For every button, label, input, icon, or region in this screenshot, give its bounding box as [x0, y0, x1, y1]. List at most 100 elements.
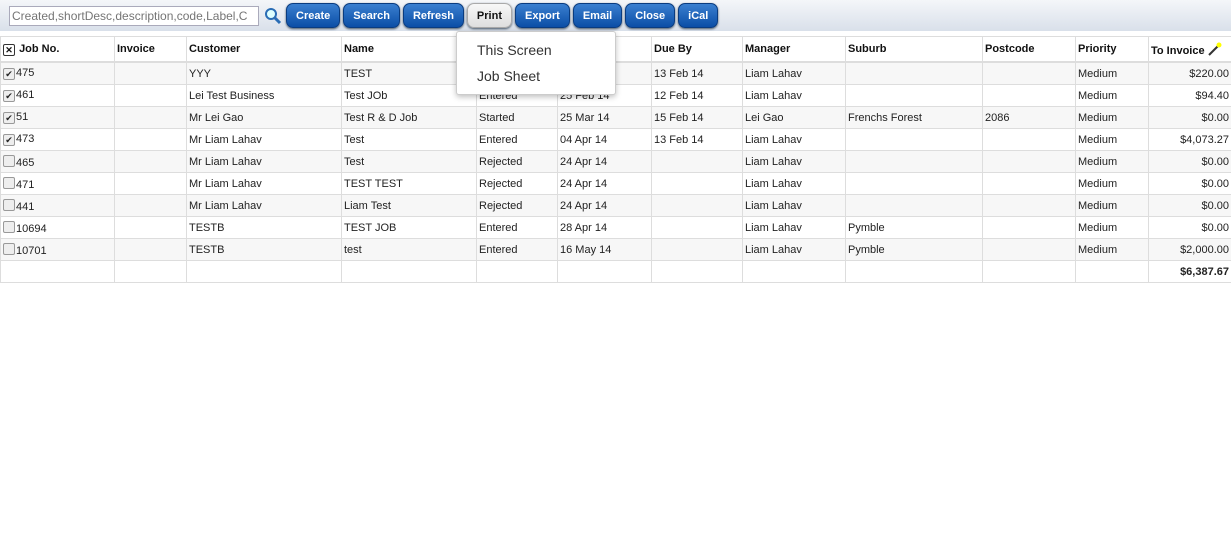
cell-suburb — [845, 61, 983, 85]
customer-value: Mr Liam Lahav — [189, 199, 262, 212]
cell-customer: TESTB — [186, 238, 342, 261]
export-button[interactable]: Export — [514, 3, 570, 28]
table-row[interactable]: ✔ 461 Lei Test Business Test JOb Entered 25 F… — [0, 84, 1231, 107]
column-header[interactable]: Invoice — [114, 36, 187, 63]
cell-name: Test R & D Job — [341, 106, 477, 129]
cell-customer: Mr Liam Lahav — [186, 194, 342, 217]
manager-value: Liam Lahav — [745, 89, 802, 102]
postcode-value: 2086 — [985, 111, 1010, 124]
table-row[interactable]: 10701 TESTB test Entered 16 May 14 Liam Lahav… — [0, 238, 1231, 261]
cell-postcode: 2086 — [982, 106, 1076, 129]
total-cell — [742, 260, 846, 283]
column-header[interactable]: Due By — [651, 36, 743, 63]
column-header[interactable]: Customer — [186, 36, 342, 63]
cell-manager: Liam Lahav — [742, 128, 846, 151]
cell-customer: Mr Liam Lahav — [186, 150, 342, 173]
cell-due — [651, 216, 743, 239]
table-row[interactable]: ✔ 473 Mr Liam Lahav Test Entered 04 Apr 14 13 … — [0, 128, 1231, 151]
total-cell: $6,387.67 — [1148, 260, 1231, 283]
amount-value: $2,000.00 — [1180, 243, 1229, 256]
status-value: Rejected — [479, 177, 523, 190]
date-value: 24 Apr 14 — [560, 155, 608, 168]
cell-suburb — [845, 172, 983, 195]
table-row[interactable]: 10694 TESTB TEST JOB Entered 28 Apr 14 Liam L… — [0, 216, 1231, 239]
row-checkbox[interactable] — [3, 242, 15, 255]
status-value: Entered — [479, 133, 518, 146]
row-checkbox[interactable]: ✔ — [3, 68, 15, 80]
column-header[interactable]: Postcode — [982, 36, 1076, 63]
magic-wand-icon[interactable] — [1207, 42, 1222, 56]
manager-value: Lei Gao — [745, 111, 784, 124]
cell-manager: Liam Lahav — [742, 238, 846, 261]
column-label: Name — [344, 43, 374, 55]
total-cell — [1075, 260, 1149, 283]
status-value: Rejected — [479, 155, 523, 168]
column-header[interactable]: To Invoice — [1148, 36, 1231, 63]
name-value: TEST TEST — [344, 177, 403, 190]
date-value: 16 May 14 — [560, 243, 612, 256]
print-button[interactable]: Print — [466, 3, 512, 28]
cell-due: 13 Feb 14 — [651, 128, 743, 151]
column-label: Customer — [189, 43, 241, 55]
create-button[interactable]: Create — [286, 3, 341, 28]
table-row[interactable]: 471 Mr Liam Lahav TEST TEST Rejected 24 Apr … — [0, 172, 1231, 195]
date-value: 25 Mar 14 — [560, 111, 610, 124]
cell-priority: Medium — [1075, 238, 1149, 261]
email-button[interactable]: Email — [572, 3, 623, 28]
column-label: Manager — [745, 43, 791, 55]
cell-invoice — [114, 216, 187, 239]
column-header[interactable]: ✕ Job No. — [0, 36, 115, 63]
row-checkbox[interactable] — [3, 154, 15, 167]
column-header[interactable]: Name — [341, 36, 477, 63]
menu-item-this-screen[interactable]: This Screen — [477, 42, 552, 58]
ical-button[interactable]: iCal — [678, 3, 719, 28]
cell-priority: Medium — [1075, 61, 1149, 85]
manager-value: Liam Lahav — [745, 199, 802, 212]
cell-priority: Medium — [1075, 194, 1149, 217]
row-checkbox[interactable]: ✔ — [3, 112, 15, 124]
cell-due: 15 Feb 14 — [651, 106, 743, 129]
column-label: Postcode — [985, 43, 1035, 55]
magnifier-icon[interactable] — [264, 7, 282, 25]
cell-status: Entered — [476, 238, 558, 261]
cell-manager: Liam Lahav — [742, 216, 846, 239]
close-button[interactable]: Close — [625, 3, 676, 28]
cell-postcode — [982, 238, 1076, 261]
cell-job: 10694 — [0, 216, 115, 239]
cell-invoice — [114, 106, 187, 129]
cell-amount: $94.40 — [1148, 84, 1231, 107]
cell-amount: $4,073.27 — [1148, 128, 1231, 151]
column-header[interactable]: Suburb — [845, 36, 983, 63]
total-cell — [476, 260, 558, 283]
row-checkbox[interactable]: ✔ — [3, 134, 15, 146]
menu-item-job-sheet[interactable]: Job Sheet — [477, 68, 541, 84]
cell-priority: Medium — [1075, 84, 1149, 107]
customer-value: YYY — [189, 67, 212, 80]
customer-value: Lei Test Business — [189, 89, 275, 102]
cell-due — [651, 194, 743, 217]
total-row: $6,387.67 — [0, 260, 1231, 283]
cell-status: Started — [476, 106, 558, 129]
table-row[interactable]: ✔ 51 Mr Lei Gao Test R & D Job Started 25 Mar… — [0, 106, 1231, 129]
refresh-button[interactable]: Refresh — [402, 3, 464, 28]
cell-name: test — [341, 238, 477, 261]
cell-manager: Liam Lahav — [742, 172, 846, 195]
total-cell — [186, 260, 342, 283]
search-input[interactable] — [9, 5, 259, 26]
table-row[interactable]: 441 Mr Liam Lahav Liam Test Rejected 24 Apr … — [0, 194, 1231, 217]
row-checkbox[interactable]: ✔ — [3, 90, 15, 102]
row-checkbox[interactable] — [3, 198, 15, 211]
cell-due — [651, 150, 743, 173]
column-header[interactable]: Priority — [1075, 36, 1149, 63]
x-checkbox-icon[interactable]: ✕ — [3, 43, 15, 56]
search-button[interactable]: Search — [343, 3, 400, 28]
table-row[interactable]: 465 Mr Liam Lahav Test Rejected 24 Apr 14 Lia… — [0, 150, 1231, 173]
due-value: 13 Feb 14 — [654, 133, 704, 146]
row-checkbox[interactable] — [3, 220, 15, 233]
column-header[interactable]: Manager — [742, 36, 846, 63]
priority-value: Medium — [1078, 111, 1118, 124]
cell-manager: Lei Gao — [742, 106, 846, 129]
customer-value: TESTB — [189, 221, 225, 234]
row-checkbox[interactable] — [3, 176, 15, 189]
cell-suburb: Frenchs Forest — [845, 106, 983, 129]
